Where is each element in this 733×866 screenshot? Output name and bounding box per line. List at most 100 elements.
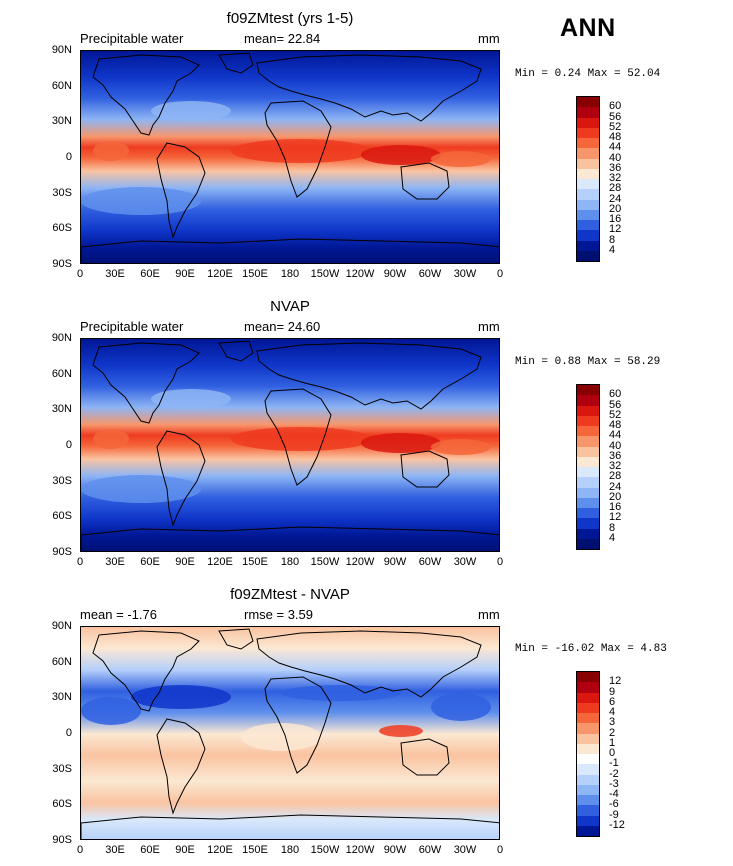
lon-tick-label: 90E [175, 268, 195, 280]
colorbar [576, 96, 600, 262]
min-max-label: Min = 0.24 Max = 52.04 [515, 68, 661, 80]
lon-tick-label: 120E [207, 268, 233, 280]
lat-tick-label: 30S [52, 762, 72, 775]
colorbar-segment [577, 467, 599, 478]
colorbar-segment [577, 240, 599, 251]
colorbar-label: 40 [609, 151, 622, 164]
lon-tick-label: 120W [345, 268, 375, 280]
lat-tick-label: 60N [51, 655, 72, 668]
coastline [92, 342, 200, 424]
colorbar-label: -4 [609, 788, 619, 800]
colorbar-segment [577, 230, 599, 241]
colorbar-label: 16 [609, 501, 622, 513]
colorbar-segment [577, 168, 599, 179]
lon-tick-label: 120E [207, 556, 233, 568]
field-anomaly [231, 139, 371, 163]
coastline [256, 630, 482, 698]
coastline [156, 718, 206, 815]
colorbar-label: 8 [609, 233, 616, 246]
colorbar [576, 384, 600, 550]
lat-tick-label: 60S [52, 798, 72, 811]
colorbar-segment [577, 508, 599, 519]
field-anomaly [93, 429, 129, 449]
colorbar-segment [577, 456, 599, 467]
field-anomaly [379, 725, 423, 737]
colorbar-label: 12 [609, 223, 622, 236]
colorbar-segment [577, 107, 599, 118]
panel-title: f09ZMtest - NVAP [230, 586, 350, 603]
colorbar-label: 32 [609, 460, 622, 472]
lon-tick-label: 150E [242, 268, 268, 280]
colorbar-segment [577, 446, 599, 457]
coastline [218, 52, 254, 74]
min-max-label: Min = -16.02 Max = 4.83 [515, 643, 667, 655]
colorbar-segment [577, 250, 599, 261]
colorbar-label: 48 [609, 419, 622, 431]
lat-tick-label: 90S [52, 834, 72, 846]
colorbar-segment [577, 497, 599, 508]
lon-tick-label: 0 [76, 556, 84, 568]
lat-tick-label: 30N [51, 115, 72, 128]
colorbar-label: 28 [609, 182, 622, 195]
coastline [264, 388, 332, 486]
colorbar-segment [577, 487, 599, 498]
panel-left-label: Precipitable water [80, 31, 184, 46]
colorbar [576, 671, 600, 837]
lon-tick-label: 90E [175, 844, 195, 856]
lon-tick-label: 120E [207, 844, 233, 856]
lon-tick-label: 30E [105, 556, 125, 568]
colorbar-label: 36 [609, 449, 622, 462]
colorbar-label: 6 [609, 695, 616, 708]
colorbar-segment [577, 815, 599, 826]
coastline [264, 100, 332, 198]
lon-tick-label: 180 [280, 844, 300, 856]
coastline [156, 142, 206, 239]
lat-tick-label: 60S [52, 222, 72, 235]
colorbar-label: 48 [609, 131, 622, 143]
colorbar-label: 52 [609, 408, 622, 421]
field-anomaly [151, 101, 231, 121]
colorbar-label: -9 [609, 808, 619, 821]
colorbar-segment [577, 405, 599, 416]
lat-tick-label: 90N [51, 620, 72, 632]
coastline [218, 628, 254, 650]
field-anomaly [81, 187, 201, 215]
colorbar-segment [577, 805, 599, 816]
colorbar-segment [577, 189, 599, 200]
colorbar-label: 2 [609, 726, 616, 739]
lat-tick-label: 90S [52, 258, 72, 270]
min-max-label: Min = 0.88 Max = 58.29 [515, 356, 661, 368]
field-anomaly [151, 389, 231, 409]
colorbar-label: 40 [609, 439, 622, 452]
colorbar-segment [577, 825, 599, 836]
lon-tick-label: 60W [418, 844, 442, 856]
coastline [218, 340, 254, 362]
lat-tick-label: 60N [51, 79, 72, 92]
lat-tick-label: 0 [65, 151, 72, 163]
lon-tick-label: 60W [418, 268, 442, 280]
colorbar-label: 16 [609, 213, 622, 225]
coastline [92, 630, 200, 712]
colorbar-label: 20 [609, 202, 622, 215]
lon-tick-label: 60E [140, 268, 160, 280]
lon-tick-label: 30W [453, 268, 477, 280]
colorbar-segment [577, 528, 599, 539]
colorbar-segment [577, 138, 599, 149]
colorbar-segment [577, 97, 599, 108]
coastline [400, 738, 450, 776]
colorbar-segment [577, 713, 599, 724]
colorbar-segment [577, 199, 599, 210]
coastline [81, 814, 499, 839]
colorbar-segment [577, 477, 599, 488]
colorbar-label: 0 [609, 747, 616, 759]
colorbar-segment [577, 702, 599, 713]
colorbar-segment [577, 436, 599, 447]
lon-tick-label: 180 [280, 556, 300, 568]
colorbar-segment [577, 795, 599, 806]
lon-tick-label: 30W [453, 844, 477, 856]
colorbar-label: 44 [609, 429, 622, 442]
colorbar-segment [577, 733, 599, 744]
lon-tick-label: 30E [105, 844, 125, 856]
colorbar-label: 12 [609, 511, 622, 524]
panel-center-label: mean= 22.84 [244, 31, 321, 46]
